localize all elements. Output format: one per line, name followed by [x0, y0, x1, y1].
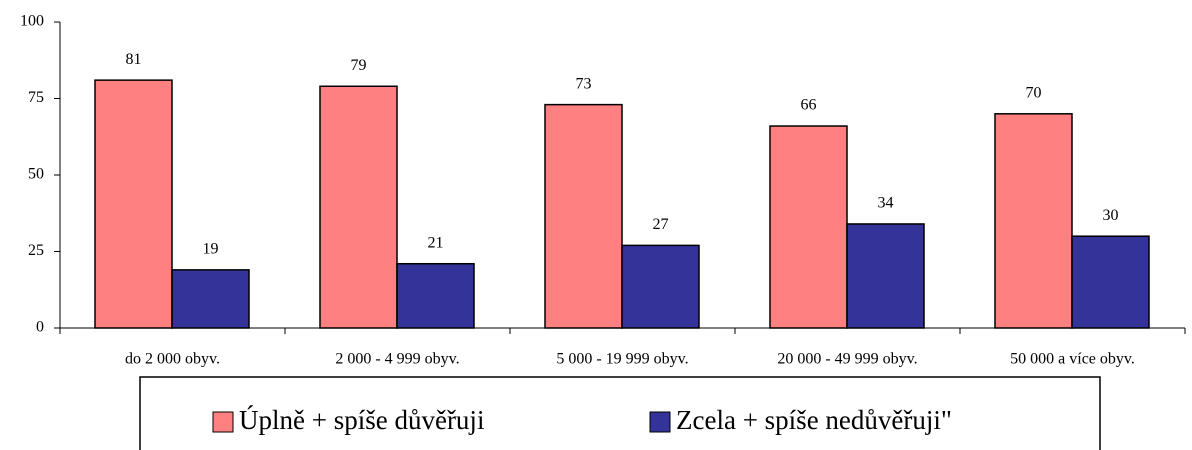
y-tick-label: 25 [28, 242, 44, 259]
legend-label: Zcela + spíše nedůvěřuji" [676, 405, 952, 435]
bar [544, 103, 623, 329]
bar [1071, 235, 1150, 329]
bar [846, 223, 925, 329]
data-label: 19 [203, 241, 219, 258]
bar [94, 79, 173, 329]
bar [319, 85, 398, 329]
data-label: 27 [653, 216, 669, 233]
bar [396, 262, 475, 329]
x-tick-label: 50 000 a více obyv. [1010, 351, 1135, 368]
y-tick-label: 100 [20, 13, 44, 30]
legend-swatch [212, 411, 234, 433]
x-tick-label: 20 000 - 49 999 obyv. [777, 351, 917, 368]
data-label: 30 [1103, 207, 1119, 224]
x-tick-label: do 2 000 obyv. [125, 351, 220, 368]
y-tick-label: 0 [36, 319, 44, 336]
bar [994, 113, 1073, 329]
data-label: 81 [126, 51, 142, 68]
x-tick-label: 5 000 - 19 999 obyv. [556, 351, 688, 368]
data-label: 21 [428, 234, 444, 251]
data-label: 73 [576, 75, 592, 92]
y-tick-label: 75 [28, 89, 44, 106]
bar [621, 244, 700, 329]
data-label: 79 [351, 57, 367, 74]
data-label: 34 [878, 195, 894, 212]
data-label: 70 [1026, 84, 1042, 101]
legend-label: Úplně + spíše důvěřuji [239, 405, 484, 435]
legend-box [139, 376, 1101, 450]
bar [171, 269, 250, 329]
data-label: 66 [801, 97, 817, 114]
x-tick-label: 2 000 - 4 999 obyv. [335, 351, 459, 368]
bar [769, 125, 848, 329]
legend-swatch [649, 411, 671, 433]
y-tick-label: 50 [28, 166, 44, 183]
